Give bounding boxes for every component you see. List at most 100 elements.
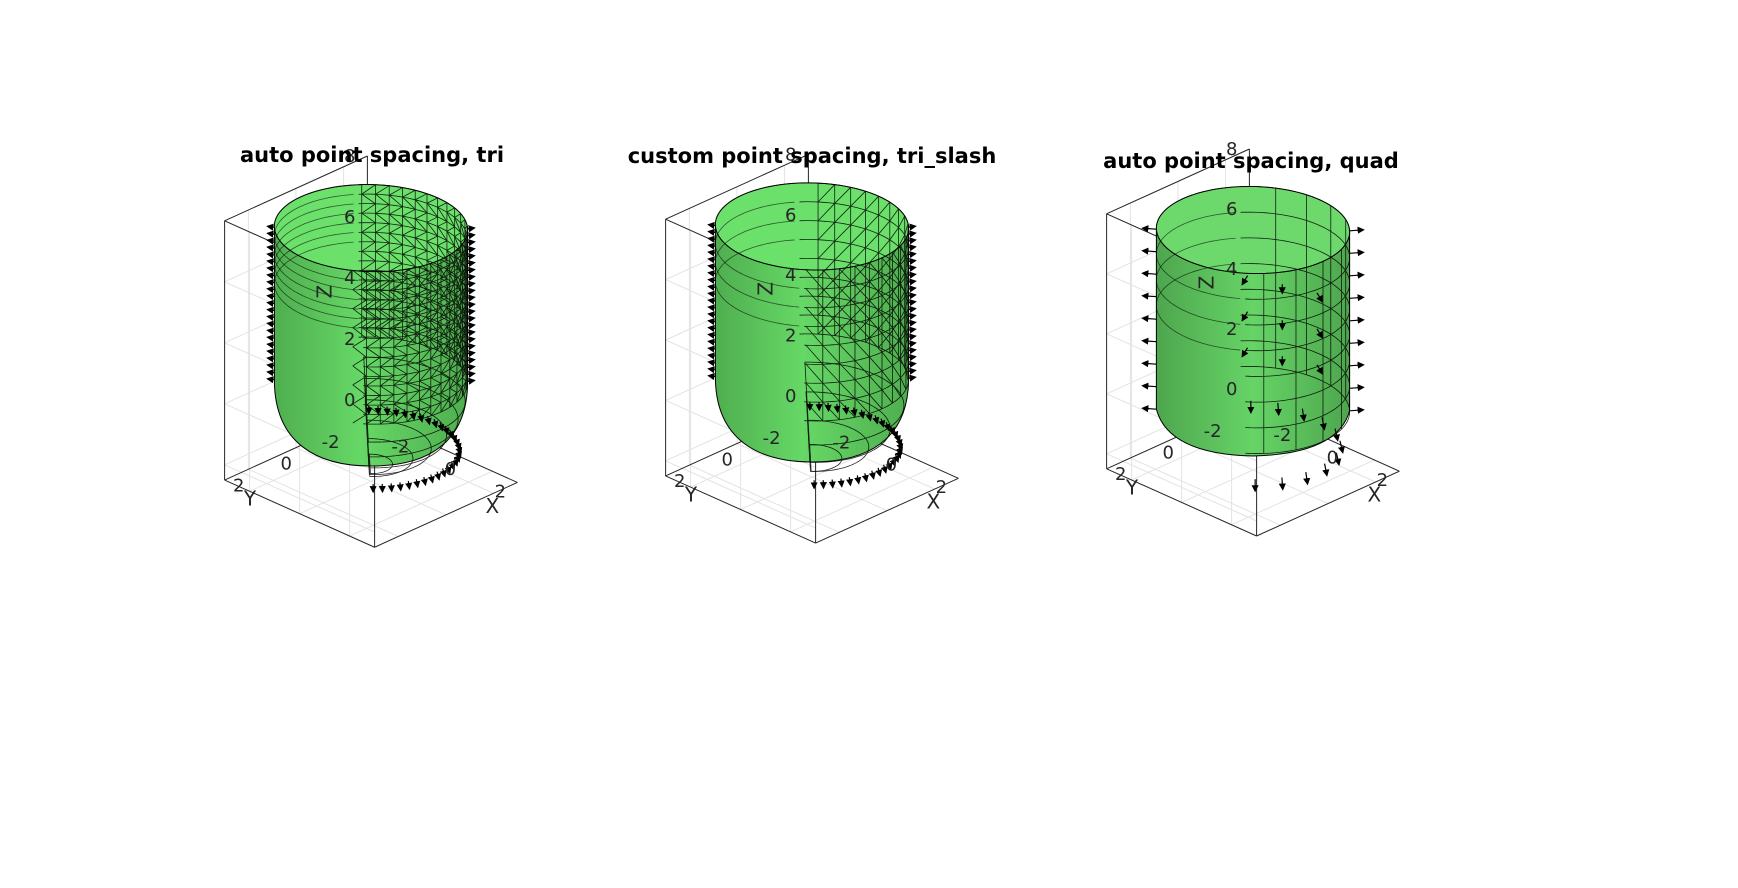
mesh-diagonal <box>905 295 909 307</box>
normal-arrow <box>707 324 716 333</box>
mesh-ring-back <box>273 184 359 272</box>
mesh-diagonal <box>454 236 462 252</box>
mesh-diagonal <box>352 403 367 415</box>
mesh-diagonal <box>456 287 463 293</box>
mesh-diagonal <box>419 266 431 274</box>
mesh-diagonal <box>375 299 390 309</box>
mesh-diagonal <box>817 240 836 259</box>
z-tick-label: 2 <box>344 329 355 350</box>
x-tick-label: 2 <box>936 477 947 498</box>
mesh-diagonal <box>389 225 403 234</box>
normal-arrow <box>1141 405 1157 413</box>
mesh-diagonal <box>415 193 428 201</box>
mesh-diagonal <box>375 289 390 301</box>
mesh-diagonal <box>440 278 450 284</box>
mesh-ring <box>1240 366 1351 454</box>
mesh-diagonal <box>380 366 395 377</box>
mesh-diagonal <box>426 330 438 338</box>
mesh-ring-back <box>1155 263 1241 351</box>
z-tick-label: 6 <box>1226 199 1237 220</box>
mesh-diagonal <box>460 219 466 224</box>
grid-line <box>248 468 399 537</box>
mesh-diagonal <box>461 342 467 359</box>
mesh-diagonal <box>850 247 866 264</box>
normal-arrow <box>467 329 476 337</box>
mesh-diagonal <box>878 333 891 348</box>
grid-line <box>224 464 375 533</box>
mesh-diagonal <box>366 376 381 387</box>
mesh-diagonal <box>462 320 467 325</box>
mesh-diagonal <box>900 264 907 277</box>
mesh-diagonal <box>865 309 879 324</box>
normal-arrow <box>707 366 716 374</box>
mesh-diagonal <box>822 382 840 402</box>
grid-line <box>665 460 816 529</box>
mesh-diagonal <box>456 344 463 350</box>
mesh-diagonal <box>456 382 463 388</box>
chart-title: auto point spacing, quad <box>1103 149 1399 173</box>
mesh-diagonal <box>393 289 408 299</box>
mesh-diagonal <box>817 203 836 222</box>
normal-arrow <box>1316 364 1324 375</box>
mesh-diagonal <box>352 414 367 424</box>
mesh-diagonal <box>854 322 870 339</box>
mesh-ring-back <box>1155 212 1241 300</box>
mesh-diagonal <box>437 340 448 356</box>
y-tick-label: -2 <box>763 428 781 449</box>
normal-arrow <box>467 266 476 274</box>
mesh-diagonal <box>388 328 403 341</box>
mesh-diagonal <box>440 316 450 322</box>
mesh-diagonal <box>839 381 856 399</box>
mesh-diagonal <box>415 269 428 277</box>
y-axis-label: Y <box>684 483 698 507</box>
normal-arrow <box>908 360 917 368</box>
mesh-diagonal <box>869 356 883 372</box>
mesh-ring-back <box>714 220 800 308</box>
mesh-diagonal <box>456 253 463 269</box>
grid-line <box>1130 457 1281 526</box>
mesh-diagonal <box>426 336 438 351</box>
y-tick-label: -2 <box>322 432 340 453</box>
normal-arrow <box>880 464 888 474</box>
normal-arrow <box>707 269 716 278</box>
normal-arrow <box>266 320 275 328</box>
mesh-diagonal <box>456 367 463 384</box>
normal-arrow <box>858 409 866 419</box>
y-tick-label: 0 <box>281 454 292 475</box>
mesh-diagonal <box>361 203 376 214</box>
normal-arrows <box>707 221 917 490</box>
normal-arrow <box>908 374 917 382</box>
mesh-diagonal <box>415 231 428 239</box>
z-tick-label: 4 <box>785 265 796 286</box>
normal-arrow <box>467 280 476 288</box>
normal-arrow <box>883 421 891 432</box>
mesh-diagonal <box>361 270 376 281</box>
mesh-cap-ring <box>365 419 432 475</box>
normal-arrow <box>908 347 917 355</box>
mesh-diagonal <box>380 290 395 300</box>
mesh-diagonal <box>440 359 451 375</box>
mesh-diagonal <box>375 185 390 195</box>
normal-arrow <box>467 308 476 316</box>
mesh-diagonal <box>375 242 390 252</box>
mesh-diagonal <box>437 259 448 265</box>
mesh-diagonal <box>415 288 428 296</box>
mesh-diagonal <box>805 326 824 346</box>
normal-arrow <box>1303 472 1311 486</box>
mesh-diagonal <box>375 193 390 206</box>
mesh-diagonal <box>419 272 432 287</box>
mesh-diagonal <box>389 263 403 272</box>
normal-arrow <box>266 299 275 307</box>
mesh-diagonal <box>352 299 367 309</box>
mesh-ring <box>799 257 910 346</box>
mesh-diagonal <box>454 217 462 233</box>
mesh-diagonal <box>388 233 403 246</box>
mesh-ring <box>799 295 910 384</box>
normal-arrow <box>854 475 862 485</box>
mesh-diagonal <box>366 318 381 330</box>
mesh-diagonal <box>380 337 395 349</box>
normal-arrow <box>467 273 476 281</box>
mesh-diagonal <box>869 318 883 334</box>
mesh-diagonal <box>881 276 893 291</box>
mesh-ring-back <box>273 241 359 329</box>
